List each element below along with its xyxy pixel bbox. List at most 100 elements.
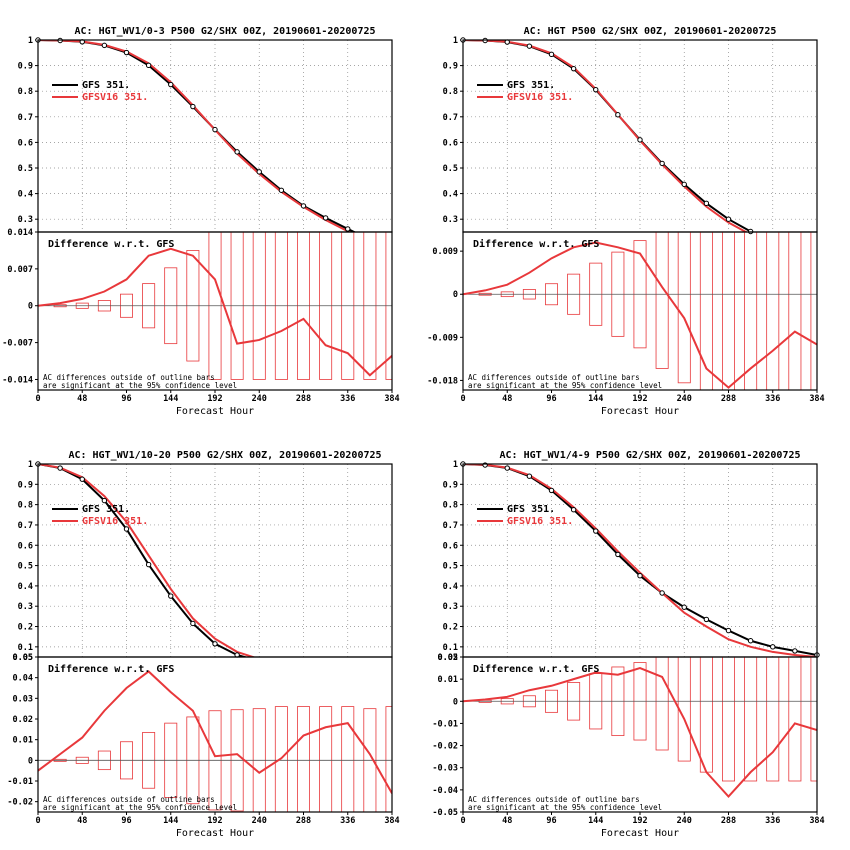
xtick-label: 240 <box>677 394 692 404</box>
xtick-label: 48 <box>502 816 512 826</box>
legend-label: GFS 351. <box>507 80 555 91</box>
gfs-point <box>615 551 621 558</box>
gfs-point <box>570 65 577 72</box>
top-ytick-label: 0.9 <box>443 480 458 490</box>
gfs-point <box>770 644 776 650</box>
xtick-label: 144 <box>163 394 178 404</box>
top-ytick-label: 1 <box>453 460 458 470</box>
xtick-label: 336 <box>340 394 355 404</box>
bottom-ytick-label: 0.04 <box>13 674 33 684</box>
top-ytick-label: 0.8 <box>18 501 33 511</box>
top-ytick-label: 0.3 <box>18 215 33 225</box>
bottom-ytick-label: 0.014 <box>7 228 33 238</box>
xtick-label: 336 <box>765 816 780 826</box>
chart-title: AC: HGT_WV1/4-9 P500 G2/SHX 00Z, 2019060… <box>499 450 800 461</box>
top-ytick-label: 0.8 <box>18 87 33 97</box>
top-ytick-label: 0.6 <box>18 138 33 148</box>
gfs-point <box>747 638 754 644</box>
top-ytick-label: 0.5 <box>443 562 458 572</box>
bottom-ytick-label: -0.03 <box>432 764 458 774</box>
gfs-point <box>79 476 85 482</box>
gfs-point <box>526 43 533 49</box>
xtick-label: 96 <box>546 394 556 404</box>
x-axis-label: Forecast Hour <box>176 406 254 417</box>
gfs-point <box>234 149 240 155</box>
gfs-point <box>526 473 533 479</box>
xtick-label: 48 <box>77 816 87 826</box>
gfs-point <box>278 187 285 193</box>
gfs-point <box>504 465 510 471</box>
gfs-point <box>681 604 687 610</box>
significance-note: AC differences outside of outline bars <box>43 373 215 382</box>
bottom-ytick-label: 0.05 <box>13 653 33 663</box>
bottom-ytick-label: -0.02 <box>432 742 458 752</box>
gfs-point <box>615 112 621 118</box>
bottom-ytick-label: -0.04 <box>432 786 458 796</box>
top-ytick-label: 0.3 <box>443 215 458 225</box>
gfs-point <box>548 487 555 494</box>
difference-label: Difference w.r.t. GFS <box>473 238 599 250</box>
xtick-label: 288 <box>721 816 736 826</box>
significance-note: AC differences outside of outline bars <box>468 373 640 382</box>
difference-line <box>463 241 817 389</box>
gfs-point <box>300 203 307 209</box>
top-ytick-label: 0.9 <box>18 62 33 72</box>
top-ytick-label: 0.7 <box>443 113 458 123</box>
gfs-point <box>101 497 108 504</box>
top-ytick-label: 0.3 <box>18 602 33 612</box>
gfs-point <box>57 465 63 471</box>
bottom-ytick-label: 0.02 <box>13 715 33 725</box>
significance-note: AC differences outside of outline bars <box>43 795 215 804</box>
xtick-label: 288 <box>721 394 736 404</box>
xtick-label: 384 <box>384 816 399 826</box>
chart-panel-3: AC: HGT_WV1/10-20 P500 G2/SHX 00Z, 20190… <box>7 450 399 839</box>
bottom-frame <box>462 656 818 813</box>
top-ytick-label: 0.6 <box>18 541 33 551</box>
xtick-label: 0 <box>460 816 465 826</box>
bottom-ytick-label: 0.02 <box>438 653 458 663</box>
xtick-label: 144 <box>163 816 178 826</box>
bottom-ytick-label: 0 <box>28 756 33 766</box>
bottom-ytick-label: 0.01 <box>13 736 33 746</box>
top-ytick-label: 0.1 <box>18 643 33 653</box>
bottom-ytick-label: 0.007 <box>7 265 33 275</box>
x-axis-label: Forecast Hour <box>176 828 254 839</box>
xtick-label: 384 <box>384 394 399 404</box>
gfs-point <box>637 573 643 579</box>
bottom-ytick-label: -0.007 <box>2 339 33 349</box>
xtick-label: 0 <box>35 816 40 826</box>
xtick-label: 48 <box>502 394 512 404</box>
bottom-ytick-label: -0.009 <box>427 333 458 343</box>
top-ytick-label: 0.7 <box>18 113 33 123</box>
significance-note: are significant at the 95% confidence le… <box>468 381 662 390</box>
xtick-label: 288 <box>296 394 311 404</box>
significance-note: are significant at the 95% confidence le… <box>43 381 237 390</box>
xtick-label: 96 <box>121 816 131 826</box>
xtick-label: 336 <box>340 816 355 826</box>
bottom-frame <box>37 231 393 391</box>
gfs-point <box>168 593 174 599</box>
xtick-label: 144 <box>588 816 603 826</box>
xtick-label: 96 <box>121 394 131 404</box>
significance-note: are significant at the 95% confidence le… <box>43 803 237 812</box>
significance-note: are significant at the 95% confidence le… <box>468 803 662 812</box>
top-ytick-label: 0.4 <box>18 190 33 200</box>
gfs-point <box>725 216 732 222</box>
gfs-point <box>123 49 130 56</box>
difference-line <box>38 247 392 377</box>
xtick-label: 240 <box>677 816 692 826</box>
gfs-point <box>637 137 643 143</box>
xtick-label: 240 <box>252 816 267 826</box>
xtick-label: 240 <box>252 394 267 404</box>
bottom-ytick-label: 0.01 <box>438 675 458 685</box>
top-ytick-label: 0.9 <box>18 480 33 490</box>
xtick-label: 192 <box>207 394 222 404</box>
gfs-point <box>212 641 218 647</box>
difference-label: Difference w.r.t. GFS <box>473 663 599 675</box>
series-line-gfsv16 <box>463 40 749 232</box>
xtick-label: 336 <box>765 394 780 404</box>
gfs-point <box>145 62 152 69</box>
top-ytick-label: 0.9 <box>443 62 458 72</box>
gfs-point <box>593 528 599 534</box>
